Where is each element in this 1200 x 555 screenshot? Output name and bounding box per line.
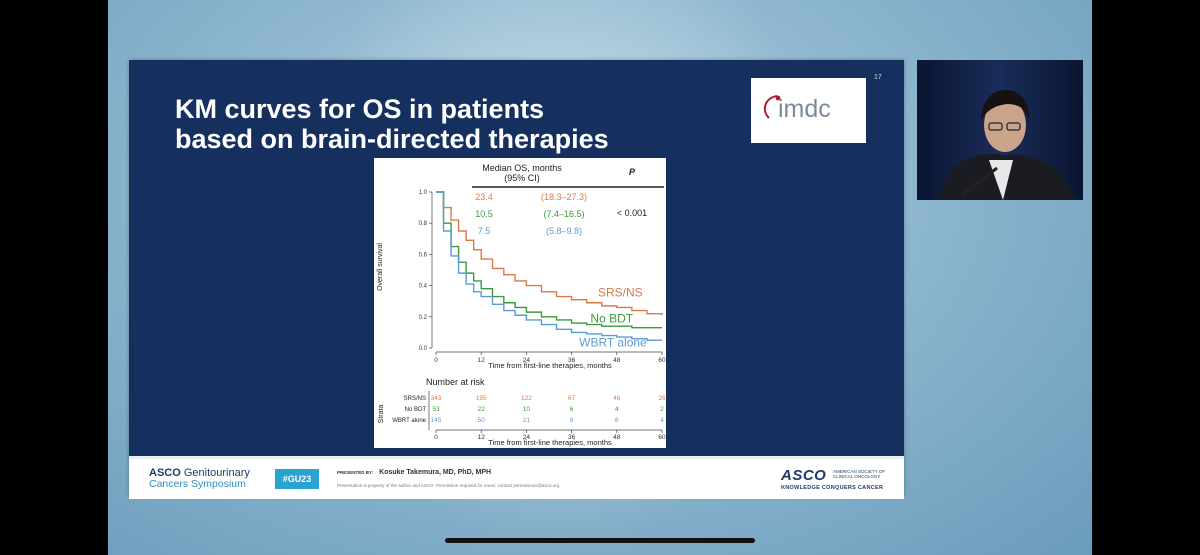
table-ci-value: (5.8–9.8) xyxy=(546,226,582,236)
km-series-label: SRS/NS xyxy=(598,286,643,300)
y-tick-label: 0.6 xyxy=(419,252,428,258)
y-tick-label: 0.8 xyxy=(419,221,428,227)
x-tick-label: 24 xyxy=(523,357,531,364)
slide-title-line1: KM curves for OS in patients xyxy=(175,94,545,124)
risk-x-tick-label: 0 xyxy=(434,434,438,441)
risk-table-xlabel: Time from first-line therapies, months xyxy=(488,438,612,447)
home-indicator xyxy=(445,538,755,543)
risk-value: 343 xyxy=(431,395,442,402)
risk-value: 6 xyxy=(615,417,619,424)
imdc-logo: imdc xyxy=(751,78,866,143)
risk-table-strata-label: Strata xyxy=(378,405,385,424)
km-series-label: WBRT alone xyxy=(579,335,647,349)
risk-value: 21 xyxy=(523,417,531,424)
risk-value: 10 xyxy=(523,406,531,413)
slide-title: KM curves for OS in patients based on br… xyxy=(175,94,735,154)
risk-row-label: SRS/NS xyxy=(404,396,426,402)
asco-gu-logo: ASCO Genitourinary Cancers Symposium xyxy=(149,468,250,490)
asco-brand: ASCO xyxy=(781,467,827,484)
km-curve-line xyxy=(436,191,663,316)
risk-value: 50 xyxy=(478,417,486,424)
risk-row-label: No BDT xyxy=(405,407,427,413)
asco-tagline: KNOWLEDGE CONQUERS CANCER xyxy=(781,485,884,491)
y-axis-title: Overall survival xyxy=(377,243,384,291)
table-median-value: 23.4 xyxy=(475,192,493,202)
risk-value: 26 xyxy=(658,395,666,402)
table-rows: 23.4 (18.3–27.3) 10.5 (7.4–16.5) 7.5 (5.8–9.8… xyxy=(475,192,587,236)
risk-value: 67 xyxy=(568,395,576,402)
risk-value: 122 xyxy=(521,395,532,402)
km-series-labels: SRS/NS No BDT WBRT alone xyxy=(579,286,647,350)
km-chart: Median OS, months (95% CI) P 23.4 (18.3–2… xyxy=(377,163,666,447)
risk-value: 9 xyxy=(570,417,574,424)
y-tick-label: 0.4 xyxy=(419,284,428,290)
table-header-ci: (95% CI) xyxy=(504,173,540,183)
km-axes: 0.0 0.2 0.4 0.6 0.8 1.0 0 12 24 36 48 60 xyxy=(419,190,666,364)
risk-row-label: WBRT alone xyxy=(392,418,426,424)
presentation-slide: 17 KM curves for OS in patients based on… xyxy=(129,60,904,499)
km-curves xyxy=(436,191,663,341)
asco-logo: ASCO AMERICAN SOCIETY OF CLINICAL ONCOLO… xyxy=(781,467,885,491)
hashtag-badge: #GU23 xyxy=(275,469,319,489)
risk-value: 4 xyxy=(660,417,664,424)
speaker-image xyxy=(917,60,1083,200)
risk-value: 6 xyxy=(570,406,574,413)
asco-gu-line2: Cancers Symposium xyxy=(149,478,246,490)
risk-table-title: Number at risk xyxy=(426,377,485,387)
y-tick-label: 0.2 xyxy=(419,315,428,321)
table-ci-value: (18.3–27.3) xyxy=(541,192,587,202)
risk-value: 53 xyxy=(432,406,440,413)
imdc-logo-graphic: imdc xyxy=(763,95,831,123)
presenter-name: Kosuke Takemura, MD, PhD, MPH xyxy=(379,469,492,476)
risk-value: 22 xyxy=(478,406,486,413)
slide-footer: ASCO Genitourinary Cancers Symposium #GU… xyxy=(129,456,904,499)
km-series-label: No BDT xyxy=(590,311,633,325)
risk-x-tick-label: 60 xyxy=(658,434,666,441)
disclaimer-text: Presentation is property of the author a… xyxy=(337,483,561,488)
risk-value: 2 xyxy=(660,406,664,413)
table-header-median: Median OS, months xyxy=(482,163,562,173)
risk-x-tick-label: 24 xyxy=(523,434,531,441)
asco-gu-brand: ASCO xyxy=(149,467,181,479)
risk-value: 46 xyxy=(613,395,621,402)
risk-value: 145 xyxy=(431,417,442,424)
risk-x-tick-label: 36 xyxy=(568,434,576,441)
x-tick-label: 12 xyxy=(478,357,486,364)
x-tick-label: 36 xyxy=(568,357,576,364)
y-tick-label: 1.0 xyxy=(419,190,428,196)
risk-x-tick-label: 12 xyxy=(478,434,486,441)
km-chart-panel: Median OS, months (95% CI) P 23.4 (18.3–2… xyxy=(374,158,666,448)
slide-title-line2: based on brain-directed therapies xyxy=(175,124,609,154)
risk-value: 4 xyxy=(615,406,619,413)
x-axis-title: Time from first-line therapies, months xyxy=(488,361,612,370)
asco-gu-line1: Genitourinary xyxy=(180,467,250,479)
table-median-value: 10.5 xyxy=(475,209,493,219)
presenter-line: PRESENTED BY: Kosuke Takemura, MD, PhD, M… xyxy=(337,469,491,476)
risk-value: 195 xyxy=(476,395,487,402)
table-p-value: < 0.001 xyxy=(617,208,647,218)
imdc-logo-text: imdc xyxy=(778,95,831,123)
asco-society: AMERICAN SOCIETY OF CLINICAL ONCOLOGY xyxy=(833,469,886,479)
x-tick-label: 60 xyxy=(658,357,666,364)
table-header-p: P xyxy=(629,167,636,177)
presented-by-label: PRESENTED BY: xyxy=(337,470,374,475)
y-tick-label: 0.0 xyxy=(419,346,428,352)
risk-table-ticks: 0 12 24 36 48 60 xyxy=(434,429,666,441)
slide-number: 17 xyxy=(874,74,882,81)
x-tick-label: 48 xyxy=(613,357,621,364)
x-tick-label: 0 xyxy=(434,357,438,364)
table-ci-value: (7.4–16.5) xyxy=(543,209,584,219)
table-median-value: 7.5 xyxy=(478,226,491,236)
risk-x-tick-label: 48 xyxy=(613,434,621,441)
slide-body: 17 KM curves for OS in patients based on… xyxy=(129,60,904,456)
speaker-video xyxy=(917,60,1083,200)
km-curve-line xyxy=(436,191,662,341)
